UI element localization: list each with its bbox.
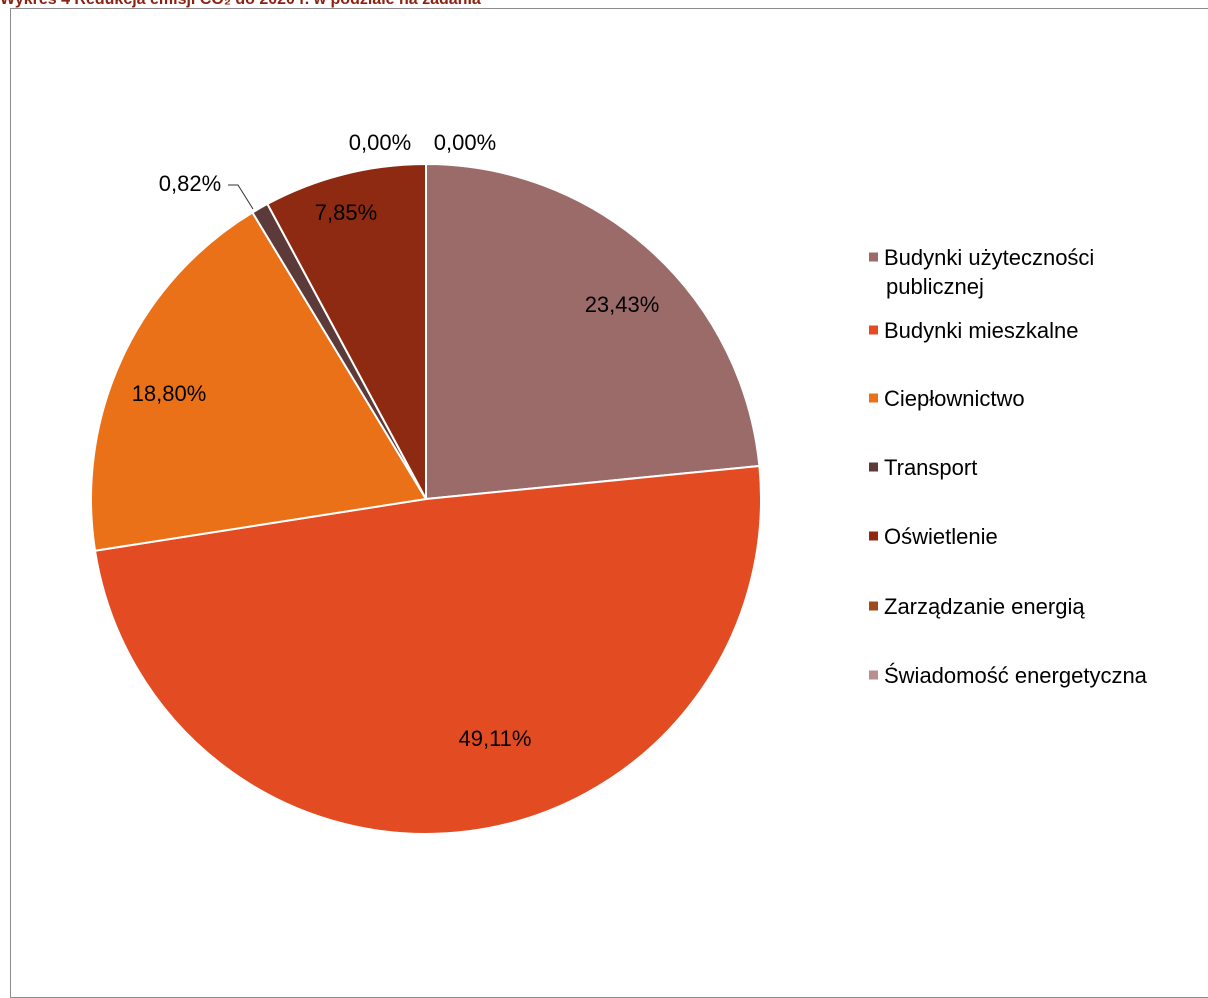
legend-label-1: Budynki użyteczności publicznej — [884, 245, 1094, 299]
legend-swatch-5 — [869, 531, 878, 541]
data-label-3: 18,80% — [132, 381, 207, 406]
legend-swatch-7 — [869, 670, 878, 680]
data-label-7: 0,00% — [434, 130, 496, 155]
data-label-1: 23,43% — [585, 292, 660, 317]
figure-caption: Wykres 4 Redukcja emisji CO₂ do 2020 r. … — [0, 0, 481, 9]
legend-swatch-6 — [869, 601, 878, 611]
legend-swatch-3 — [869, 393, 878, 403]
leader-line-4 — [228, 184, 254, 210]
legend-label-7: Świadomość energetyczna — [884, 663, 1148, 688]
data-label-2: 49,11% — [459, 726, 532, 751]
legend-label-3: Ciepłownictwo — [884, 386, 1025, 411]
data-label-4: 0,82% — [159, 171, 221, 196]
data-label-5: 7,85% — [315, 200, 377, 225]
legend-swatch-2 — [869, 325, 878, 335]
data-label-6: 0,00% — [349, 130, 411, 155]
legend-label-4: Transport — [884, 455, 977, 480]
pie-slice-3 — [90, 211, 428, 552]
legend-swatch-4 — [869, 462, 878, 472]
legend-label-2: Budynki mieszkalne — [884, 318, 1078, 343]
legend-swatch-1 — [869, 252, 878, 262]
legend-label-5: Oświetlenie — [884, 524, 998, 549]
pie-slice-1 — [425, 162, 761, 501]
pie-slice-2 — [93, 464, 762, 835]
pie-slice-5 — [266, 162, 427, 500]
legend-label-6: Zarządzanie energią — [884, 594, 1085, 619]
